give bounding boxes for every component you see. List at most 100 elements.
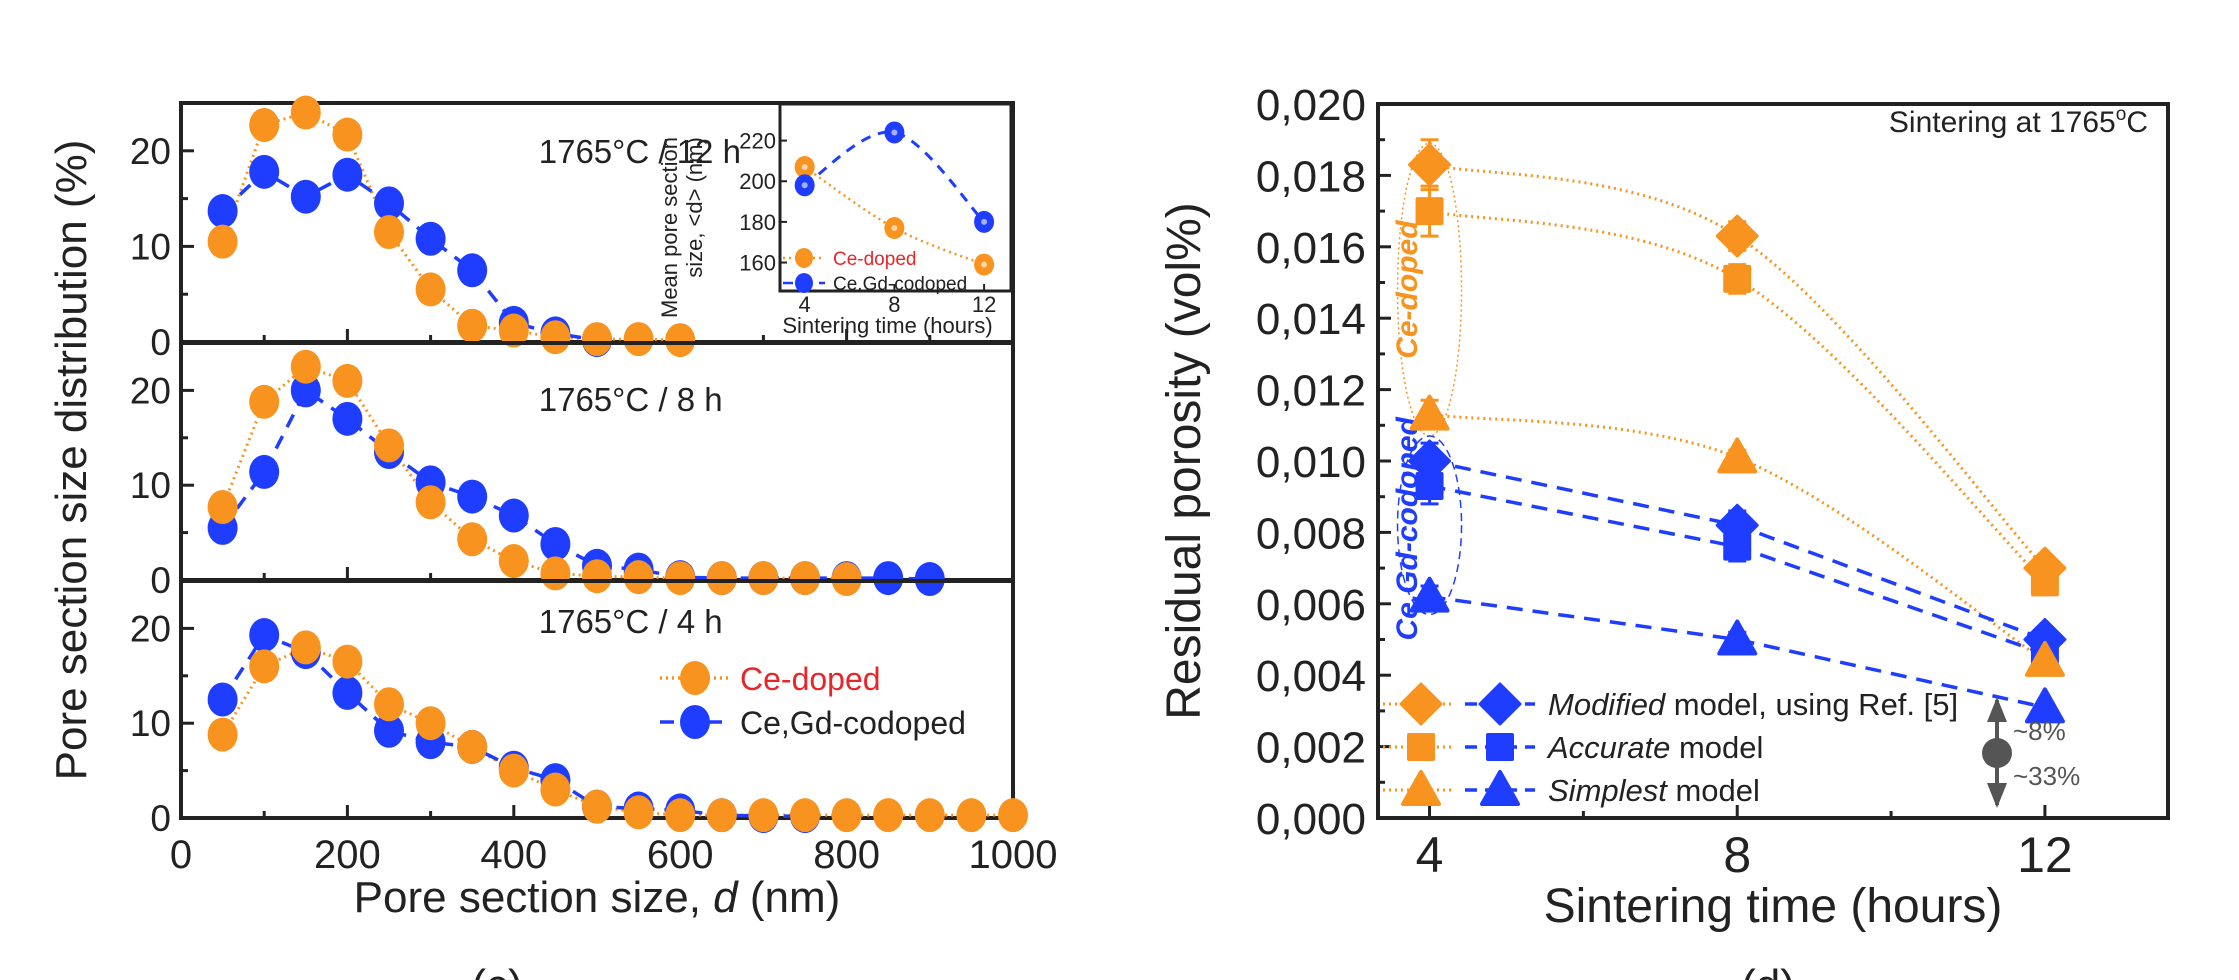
legend-marker-codoped bbox=[1486, 733, 1514, 761]
y-tick-label: 0 bbox=[150, 560, 171, 601]
data-point-codoped bbox=[332, 675, 363, 710]
data-point-ce-doped bbox=[290, 349, 321, 384]
series-line-codoped bbox=[221, 387, 930, 581]
data-point-ce-doped bbox=[207, 224, 238, 259]
x-label-unit: (nm) bbox=[738, 873, 841, 922]
data-point-ce-doped bbox=[498, 753, 529, 788]
legend-label-italic: Simplest bbox=[1548, 773, 1668, 808]
data-point-ce-doped bbox=[998, 798, 1028, 833]
data-point-ce-doped bbox=[207, 490, 238, 525]
x-tick-label: 12 bbox=[2017, 827, 2073, 883]
panel-2: 0 10 20 1765°C / 4 h bbox=[130, 579, 1028, 839]
data-point-ce-doped bbox=[332, 363, 363, 398]
data-point-ce-doped bbox=[748, 561, 779, 596]
y-tick-label: 10 bbox=[130, 226, 171, 267]
data-point-ce-doped bbox=[415, 272, 446, 307]
data-point-ce-doped bbox=[415, 706, 446, 741]
data-point-ce-doped bbox=[706, 561, 737, 596]
data-point-ce-doped bbox=[748, 798, 779, 833]
y-tick-label: 20 bbox=[130, 370, 171, 411]
y-tick-label: 0,012 bbox=[1256, 367, 1366, 416]
data-point-codoped-simplest bbox=[1409, 576, 1450, 613]
data-point-ce-doped bbox=[249, 649, 280, 684]
data-point-codoped bbox=[415, 221, 446, 256]
data-point-ce-doped bbox=[332, 117, 363, 152]
data-point-ce-doped bbox=[623, 795, 654, 830]
data-point-codoped bbox=[873, 561, 904, 596]
x-tick-label: 1000 bbox=[969, 833, 1058, 877]
data-point-ce-accurate bbox=[1723, 264, 1752, 293]
panel-0: 0 10 20 1765°C / 12 h bbox=[130, 95, 1015, 363]
data-point-codoped bbox=[374, 186, 404, 221]
annotation-unit: C bbox=[2126, 106, 2148, 139]
annotation-sup: o bbox=[2116, 104, 2127, 125]
x-tick-label: 600 bbox=[647, 833, 714, 877]
legend-marker-codoped bbox=[1480, 770, 1520, 806]
data-point-ce-doped bbox=[249, 107, 280, 142]
data-point-ce-doped bbox=[332, 644, 363, 679]
y-tick-label: 0,002 bbox=[1256, 724, 1366, 773]
data-point-ce-doped bbox=[249, 384, 280, 419]
data-point-ce-doped bbox=[540, 320, 571, 355]
inset-y-tick-label: 160 bbox=[739, 251, 776, 276]
inset-x-tick-label: 4 bbox=[799, 292, 811, 317]
inset-point-center bbox=[801, 164, 808, 171]
data-point-codoped bbox=[249, 454, 280, 489]
legend-marker-ce bbox=[1401, 770, 1441, 806]
x-tick-label: 200 bbox=[314, 833, 381, 877]
data-point-codoped-simplest bbox=[1717, 619, 1758, 656]
legend-marker-ce bbox=[1399, 682, 1443, 726]
legend-marker-codoped bbox=[1478, 682, 1522, 726]
data-point-ce-doped bbox=[623, 322, 654, 357]
inset-x-axis-label: Sintering time (hours) bbox=[782, 313, 992, 338]
y-tick-label: 0,004 bbox=[1256, 652, 1366, 701]
data-point-codoped bbox=[207, 682, 238, 717]
y-tick-label: 0 bbox=[150, 322, 171, 363]
inset-legend-marker bbox=[795, 273, 813, 293]
legend-label-rest: model bbox=[1667, 773, 1760, 808]
data-point-codoped bbox=[290, 373, 321, 408]
x-label-var: d bbox=[713, 873, 739, 922]
data-point-ce-doped bbox=[623, 560, 654, 595]
data-point-codoped bbox=[498, 498, 529, 533]
inset-y-tick-label: 180 bbox=[739, 210, 776, 235]
legend-label-italic: Modified bbox=[1548, 687, 1667, 722]
x-tick-label: 400 bbox=[480, 833, 547, 877]
legend-marker-ce bbox=[1407, 733, 1435, 761]
y-tick-label: 0,016 bbox=[1256, 224, 1366, 273]
legend-marker bbox=[680, 705, 710, 739]
range-arrow: ~8% ~33% bbox=[1982, 697, 2080, 808]
data-point-codoped bbox=[457, 253, 488, 288]
data-point-ce-simplest bbox=[2024, 640, 2065, 677]
data-point-ce-doped bbox=[665, 798, 696, 833]
data-point-ce-doped bbox=[790, 798, 820, 833]
data-point-codoped bbox=[290, 179, 321, 214]
panel-1: 0 10 20 1765°C / 8 h bbox=[130, 341, 1015, 601]
data-point-ce-doped bbox=[498, 313, 529, 348]
pore-size-distribution-chart: 0 10 20 1765°C / 12 h 0 10 20 1765°C / 8 h 0 10 20… bbox=[47, 95, 1058, 980]
data-point-ce-doped bbox=[374, 687, 404, 722]
data-point-ce-doped bbox=[790, 561, 820, 596]
data-point-ce-doped bbox=[207, 717, 238, 752]
data-point-ce-doped bbox=[498, 544, 529, 579]
y-tick-label: 20 bbox=[130, 608, 171, 649]
y-tick-label: 0,020 bbox=[1256, 81, 1366, 130]
legend-label: Ce,Gd-codoped bbox=[740, 705, 966, 741]
inset-legend-label: Ce,Gd-codoped bbox=[833, 274, 967, 295]
data-point-codoped bbox=[249, 618, 280, 653]
panel-label: 1765°C / 4 h bbox=[539, 603, 723, 640]
arrow-up-icon bbox=[1987, 697, 2007, 722]
inset-point-center bbox=[891, 129, 898, 136]
legend-marker bbox=[680, 661, 710, 695]
legend-label: Accurate model bbox=[1546, 730, 1763, 765]
panel-letter: (c) bbox=[471, 961, 522, 980]
series-line-codoped-simplest bbox=[1429, 594, 2046, 710]
data-point-ce-doped bbox=[540, 556, 571, 591]
series-line-codoped bbox=[221, 169, 598, 342]
data-point-ce-simplest bbox=[1717, 437, 1758, 474]
legend-label: Ce-doped bbox=[740, 661, 881, 697]
data-point-ce-modified bbox=[2023, 546, 2067, 590]
data-point-ce-doped bbox=[374, 215, 404, 250]
